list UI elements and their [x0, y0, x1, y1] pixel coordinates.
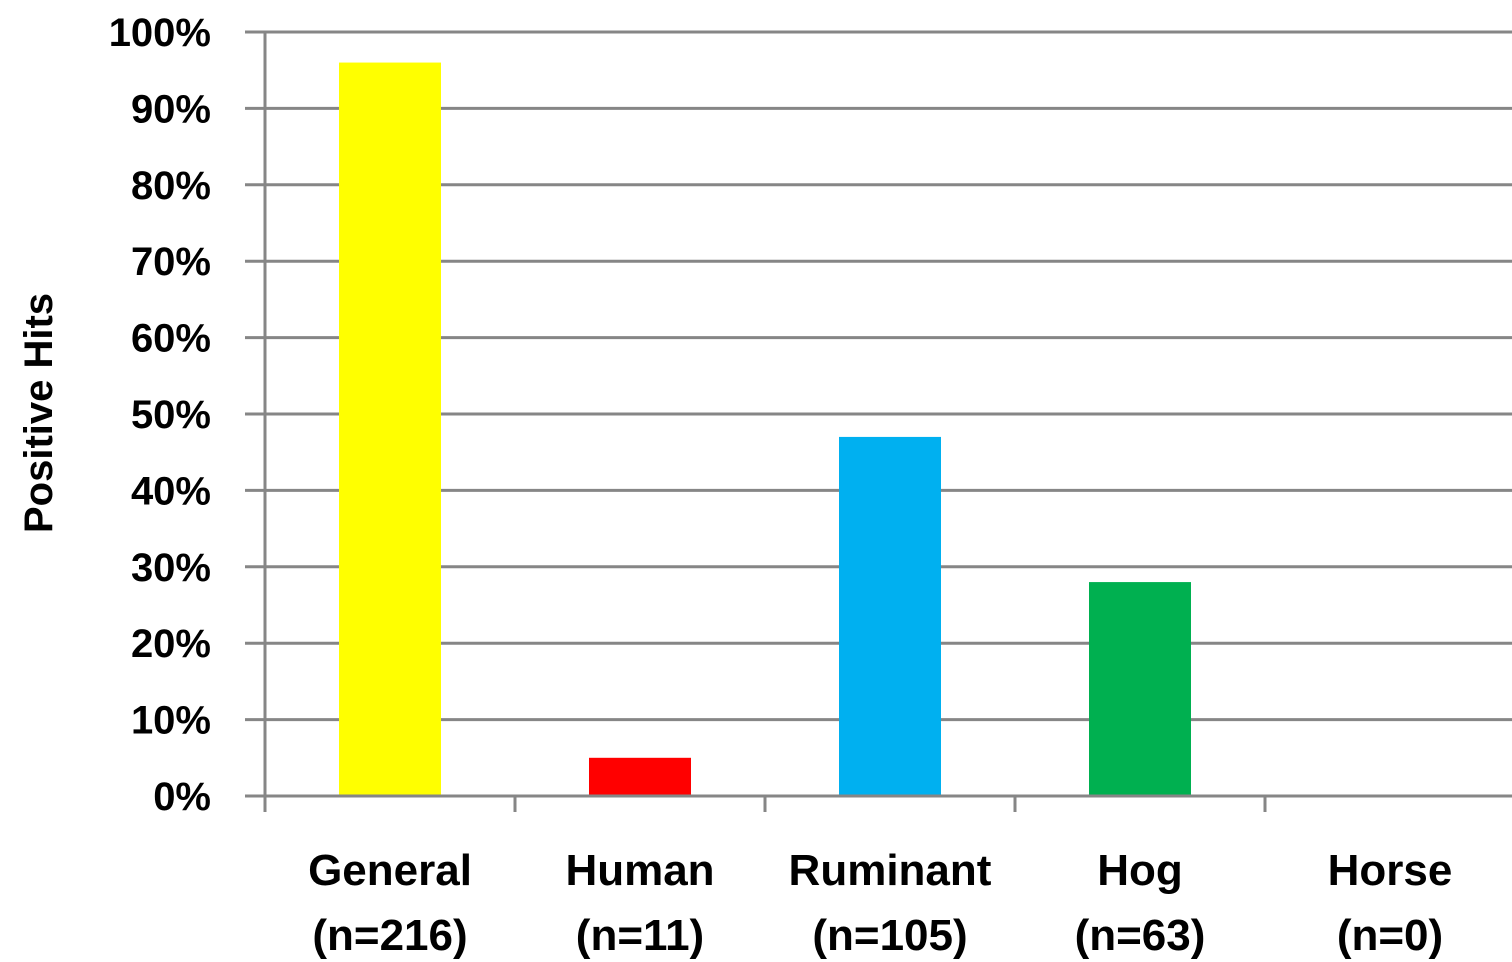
y-tick-label: 30% — [131, 546, 211, 590]
x-category-label: Hog — [1097, 846, 1183, 895]
x-category-count: (n=63) — [1075, 911, 1206, 960]
y-tick-label: 0% — [153, 775, 211, 819]
x-category-label: Horse — [1328, 846, 1453, 895]
x-category-count: (n=0) — [1337, 911, 1443, 960]
bar-human — [589, 757, 691, 796]
y-tick-label: 50% — [131, 393, 211, 437]
bar-general — [339, 62, 441, 797]
y-tick-label: 100% — [109, 11, 211, 55]
bar-hog — [1089, 582, 1191, 796]
bars — [339, 62, 1191, 797]
y-axis-title: Positive Hits — [17, 293, 61, 533]
y-tick-label: 90% — [131, 87, 211, 131]
y-tick-labels: 0% 10% 20% 30% 40% 50% 60% 70% 80% 90% 100% — [109, 11, 211, 819]
x-category-label: Human — [565, 846, 714, 895]
x-category-labels: General (n=216) Human (n=11) Ruminant (n=105)… — [308, 846, 1452, 960]
x-category-count: (n=216) — [312, 911, 467, 960]
y-tick-label: 70% — [131, 240, 211, 284]
axes — [245, 30, 1512, 812]
y-tick-label: 40% — [131, 469, 211, 513]
x-category-count: (n=105) — [812, 911, 967, 960]
y-tick-label: 10% — [131, 699, 211, 743]
y-tick-label: 80% — [131, 164, 211, 208]
bar-ruminant — [839, 436, 941, 796]
y-tick-label: 60% — [131, 317, 211, 361]
x-category-label: Ruminant — [789, 846, 992, 895]
x-category-count: (n=11) — [576, 911, 704, 960]
y-tick-label: 20% — [131, 622, 211, 666]
gridlines — [265, 30, 1512, 722]
x-category-label: General — [308, 846, 472, 895]
